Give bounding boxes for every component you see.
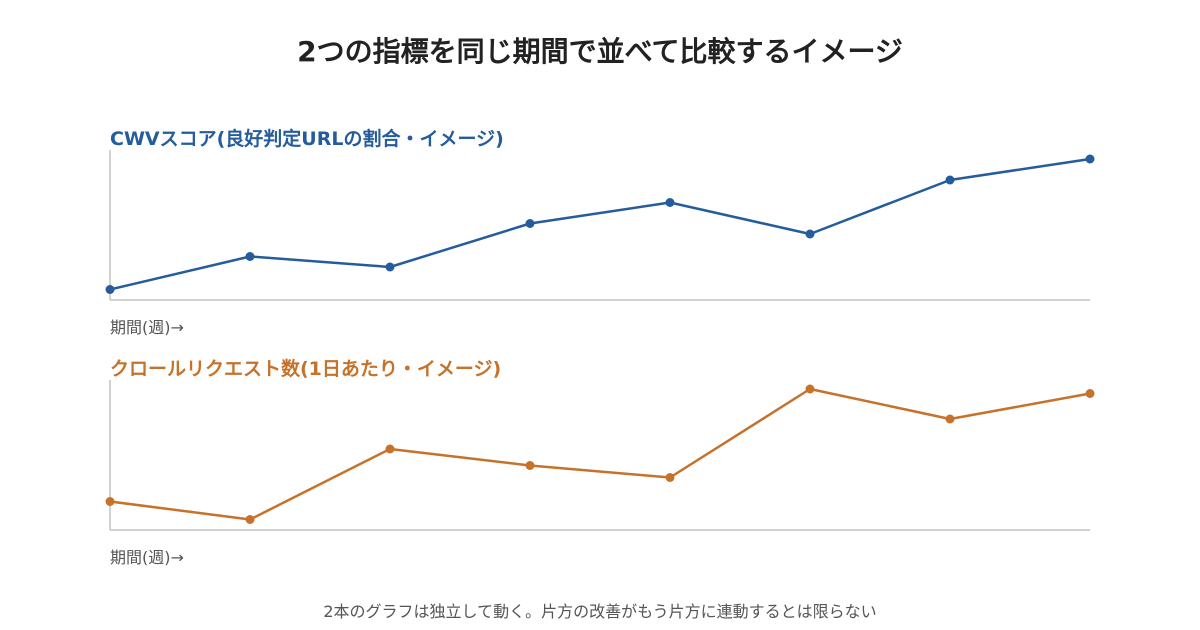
data-point	[245, 515, 255, 524]
data-point	[1085, 154, 1095, 164]
data-point	[105, 497, 115, 506]
data-point	[105, 285, 115, 294]
data-point	[805, 229, 815, 239]
data-point	[245, 252, 255, 261]
data-point	[1085, 389, 1095, 398]
data-point	[525, 461, 535, 470]
chart-title-cwv: CWVスコア(良好判定URLの割合・イメージ)	[110, 128, 504, 150]
x-axis-label-crawl: 期間(週)→	[110, 548, 184, 567]
data-point	[945, 175, 955, 185]
data-point	[525, 219, 535, 228]
data-point	[385, 444, 395, 454]
data-point	[805, 384, 815, 394]
data-point	[665, 198, 675, 207]
series-line	[109, 387, 1091, 521]
cwv-line-chart	[105, 150, 1095, 301]
page-title: 2つの指標を同じ期間で並べて比較するイメージ	[297, 35, 903, 68]
series-line	[109, 157, 1091, 291]
x-axis-label-cwv: 期間(週)→	[110, 318, 184, 337]
chart-title-crawl: クロールリクエスト数(1日あたり・イメージ)	[110, 358, 502, 380]
data-point	[945, 414, 955, 424]
data-point	[385, 262, 395, 272]
crawl-line-chart	[105, 380, 1095, 531]
data-point	[665, 473, 675, 482]
footnote: 2本のグラフは独立して動く。片方の改善がもう片方に連動するとは限らない	[323, 602, 877, 621]
